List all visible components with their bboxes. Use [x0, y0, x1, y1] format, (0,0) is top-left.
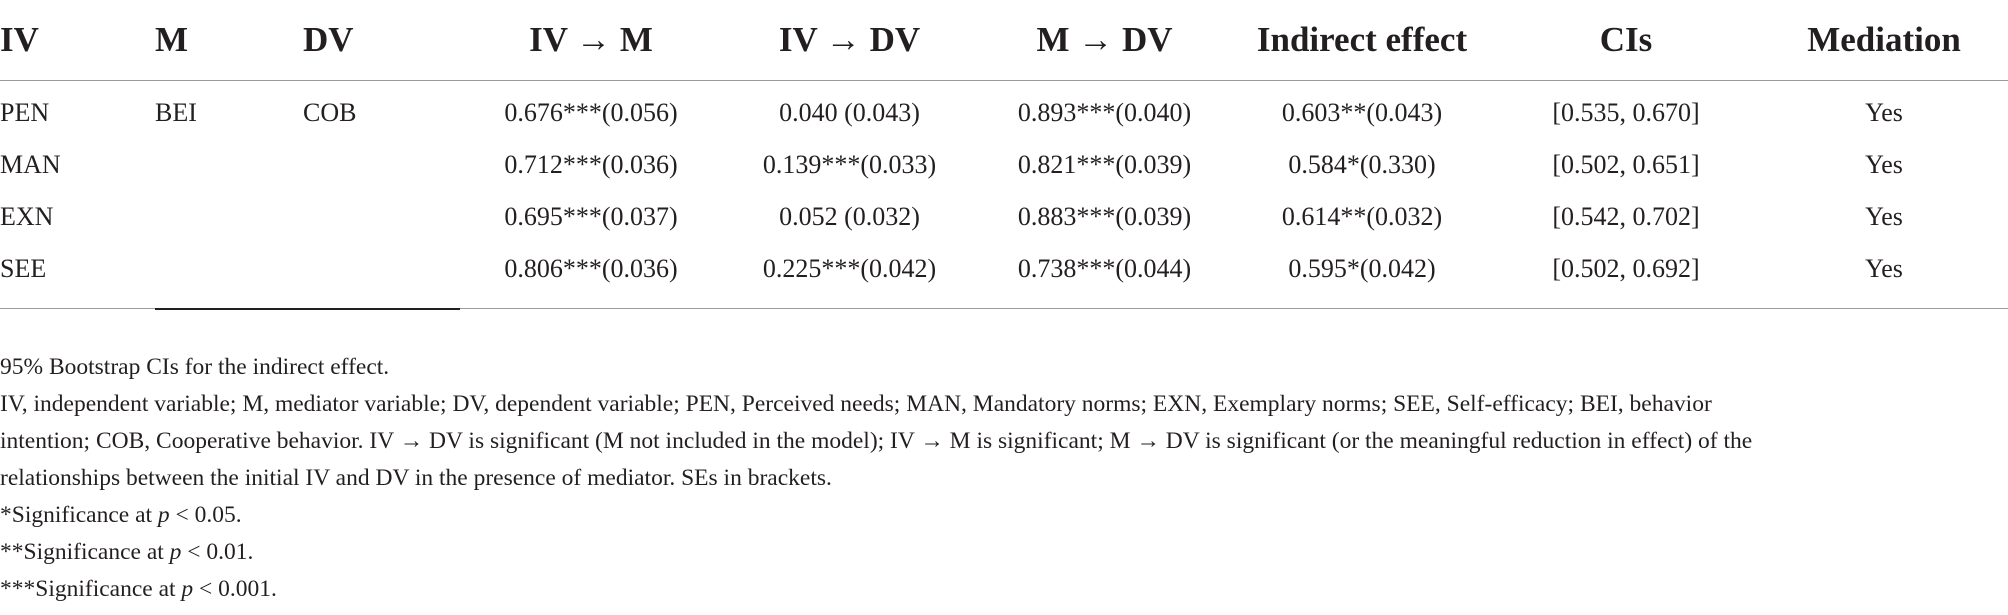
cell-indirect-effect: 0.584*(0.330) [1288, 150, 1436, 179]
footnote-significance-001: **Significance at p < 0.01. [0, 534, 2000, 571]
cell-mediation: Yes [1865, 98, 1903, 127]
cell-iv-to-dv: 0.139***(0.033) [762, 150, 937, 179]
footnote-abbreviations-line-3: relationships between the initial IV and… [0, 465, 832, 491]
sig-prefix: ***Significance at [0, 576, 182, 602]
footnote-abbreviations-line-2: intention; COB, Cooperative behavior. IV… [0, 428, 1753, 454]
p-symbol: p [169, 539, 182, 565]
table-short-rule [155, 308, 460, 310]
sig-prefix: **Significance at [0, 539, 170, 565]
header-cis: CIs [1492, 0, 1760, 81]
cell-m: BEI [155, 98, 197, 127]
mediation-table-container: IV M DV IV → M IV → DV M → DV Indirect e… [0, 0, 2008, 295]
table-header: IV M DV IV → M IV → DV M → DV Indirect e… [0, 0, 2008, 81]
cell-m [155, 139, 303, 191]
sig-prefix: *Significance at [0, 502, 158, 528]
cell-m-to-dv: 0.893***(0.040) [1017, 98, 1192, 127]
cell-cis: [0.502, 0.651] [1552, 150, 1700, 179]
cell-iv-to-dv: 0.225***(0.042) [762, 254, 937, 283]
cell-iv: EXN [0, 202, 54, 231]
p-symbol: p [157, 502, 170, 528]
header-m: M [155, 0, 303, 81]
footnote-bootstrap: 95% Bootstrap CIs for the indirect effec… [0, 354, 390, 380]
cell-cis: [0.542, 0.702] [1552, 202, 1700, 231]
cell-iv-to-dv: 0.052 (0.032) [779, 202, 920, 231]
cell-indirect-effect: 0.614**(0.032) [1281, 202, 1443, 231]
cell-m-to-dv: 0.821***(0.039) [1017, 150, 1192, 179]
cell-m-to-dv: 0.738***(0.044) [1017, 254, 1192, 283]
table-row: EXN 0.695***(0.037) 0.052 (0.032) 0.883*… [0, 191, 2008, 243]
cell-dv [303, 191, 460, 243]
cell-dv [303, 243, 460, 295]
sig-suffix: < 0.01. [181, 539, 254, 565]
cell-cis: [0.502, 0.692] [1552, 254, 1700, 283]
cell-iv-to-m: 0.806***(0.036) [504, 254, 678, 283]
footnote-abbreviations-line-1: IV, independent variable; M, mediator va… [0, 391, 1712, 417]
cell-mediation: Yes [1865, 150, 1903, 179]
table-row: MAN 0.712***(0.036) 0.139***(0.033) 0.82… [0, 139, 2008, 191]
cell-mediation: Yes [1865, 202, 1903, 231]
cell-cis: [0.535, 0.670] [1552, 98, 1700, 127]
cell-iv-to-m: 0.695***(0.037) [504, 202, 678, 231]
cell-iv: MAN [0, 150, 61, 179]
cell-iv-to-m: 0.676***(0.056) [504, 98, 678, 127]
header-row: IV M DV IV → M IV → DV M → DV Indirect e… [0, 0, 2008, 81]
sig-suffix: < 0.05. [169, 502, 242, 528]
cell-dv [303, 139, 460, 191]
mediation-table: IV M DV IV → M IV → DV M → DV Indirect e… [0, 0, 2008, 295]
sig-suffix: < 0.001. [193, 576, 277, 602]
header-mediation: Mediation [1760, 0, 2008, 81]
header-dv: DV [303, 0, 460, 81]
cell-iv-to-m: 0.712***(0.036) [504, 150, 678, 179]
cell-indirect-effect: 0.603**(0.043) [1281, 98, 1443, 127]
header-iv: IV [0, 0, 155, 81]
cell-m [155, 243, 303, 295]
header-m-to-dv: M → DV [977, 0, 1232, 81]
table-footnotes: 95% Bootstrap CIs for the indirect effec… [0, 349, 2000, 608]
cell-mediation: Yes [1865, 254, 1903, 283]
footnote-significance-005: *Significance at p < 0.05. [0, 497, 2000, 534]
footnote-significance-0001: ***Significance at p < 0.001. [0, 571, 2000, 608]
cell-m [155, 191, 303, 243]
header-iv-to-m: IV → M [460, 0, 722, 81]
cell-dv: COB [303, 98, 357, 127]
p-symbol: p [181, 576, 194, 602]
cell-iv: SEE [0, 254, 47, 283]
cell-m-to-dv: 0.883***(0.039) [1017, 202, 1192, 231]
header-iv-to-dv: IV → DV [722, 0, 977, 81]
table-bottom-rule [0, 308, 2008, 309]
table-row: PEN BEI COB 0.676***(0.056) 0.040 (0.043… [0, 81, 2008, 140]
cell-iv: PEN [0, 98, 50, 127]
table-body: PEN BEI COB 0.676***(0.056) 0.040 (0.043… [0, 81, 2008, 296]
header-indirect-effect: Indirect effect [1232, 0, 1492, 81]
cell-iv-to-dv: 0.040 (0.043) [779, 98, 920, 127]
cell-indirect-effect: 0.595*(0.042) [1288, 254, 1436, 283]
table-row: SEE 0.806***(0.036) 0.225***(0.042) 0.73… [0, 243, 2008, 295]
